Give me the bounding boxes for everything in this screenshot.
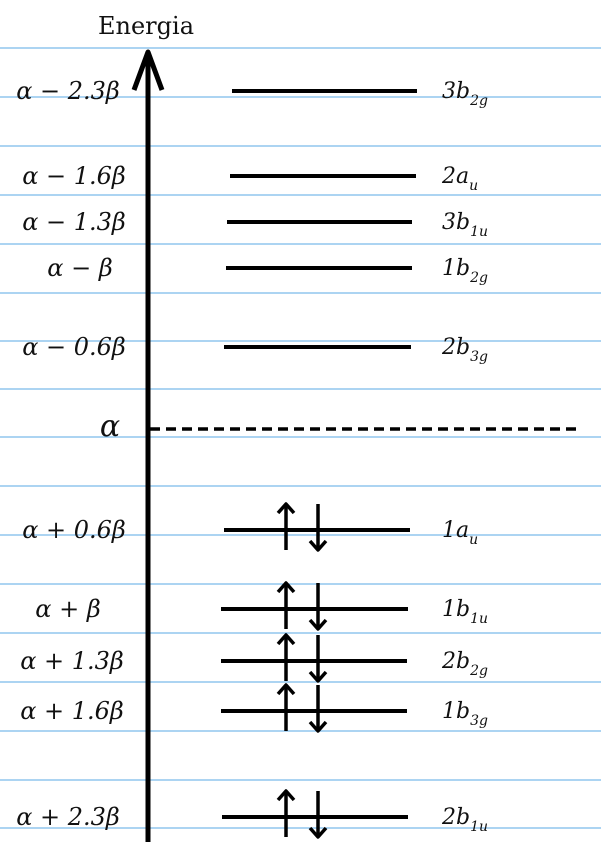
- orbital-level: α + 2.3β 2b1u: [16, 789, 488, 839]
- symmetry-label: 1b2g: [442, 256, 488, 286]
- energy-label: α − 1.6β: [22, 162, 126, 190]
- symmetry-label: 1b1u: [442, 597, 488, 627]
- orbital-level: α − 0.6β 2b3g: [22, 333, 488, 365]
- energy-label: α + 1.6β: [20, 697, 124, 725]
- symmetry-label: 1au: [442, 518, 478, 548]
- energy-label: α + 0.6β: [22, 516, 126, 544]
- spin-up-arrow: [276, 502, 296, 550]
- orbital-level: α − β 1b2g: [47, 254, 488, 286]
- spin-up-arrow: [276, 581, 296, 629]
- symmetry-label: 3b2g: [442, 79, 488, 109]
- energy-label: α + 2.3β: [16, 803, 120, 831]
- spin-up-arrow: [276, 633, 296, 681]
- energy-label: α + 1.3β: [20, 647, 124, 675]
- energy-label: α − 1.3β: [22, 208, 126, 236]
- symmetry-label: 2b1u: [441, 805, 488, 835]
- spin-down-arrow: [308, 583, 328, 631]
- spin-up-arrow: [276, 789, 296, 837]
- alpha-label: α: [100, 409, 120, 444]
- orbital-level: α − 2.3β 3b2g: [16, 77, 488, 109]
- energy-label: α + β: [35, 595, 100, 623]
- symmetry-label: 2b3g: [441, 335, 488, 365]
- notebook-rules: [0, 47, 601, 829]
- orbital-level: α − 1.6β 2au: [22, 162, 478, 194]
- orbital-level: α − 1.3β 3b1u: [22, 208, 488, 240]
- orbital-levels: α − 2.3β 3b2g α − 1.6β 2au α − 1.3β 3b1u α − β…: [16, 77, 488, 839]
- energy-label: α − 2.3β: [16, 77, 120, 105]
- energy-label: α − 0.6β: [22, 333, 126, 361]
- orbital-level: α + 0.6β 1au: [22, 502, 478, 552]
- spin-down-arrow: [308, 635, 328, 683]
- orbital-level: α + 1.6β 1b3g: [20, 683, 488, 733]
- symmetry-label: 2au: [441, 164, 478, 194]
- energy-axis-arrowhead: [131, 49, 165, 91]
- symmetry-label: 3b1u: [442, 210, 488, 240]
- spin-down-arrow: [308, 791, 328, 839]
- orbital-level: α + 1.3β 2b2g: [20, 633, 488, 683]
- symmetry-label: 2b2g: [441, 649, 488, 679]
- orbital-level: α + β 1b1u: [35, 581, 488, 631]
- spin-up-arrow: [276, 683, 296, 731]
- symmetry-label: 1b3g: [442, 699, 488, 729]
- energy-label: α − β: [47, 254, 112, 282]
- spin-down-arrow: [308, 504, 328, 552]
- axis-title: Energia: [98, 12, 194, 40]
- spin-down-arrow: [308, 685, 328, 733]
